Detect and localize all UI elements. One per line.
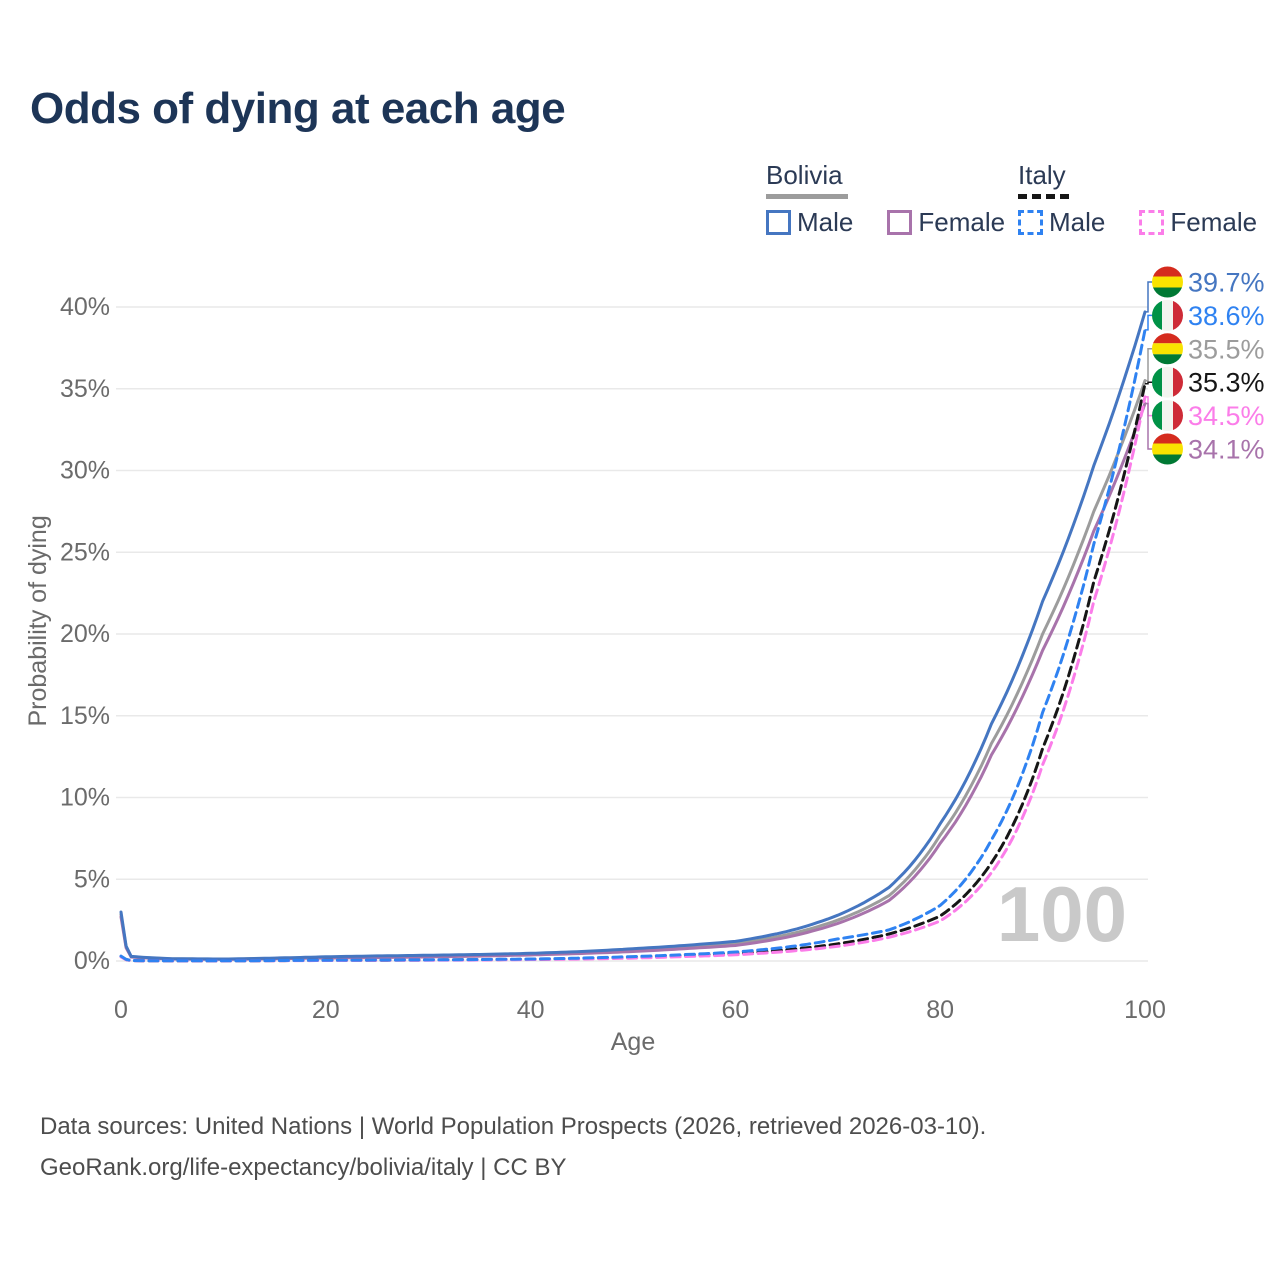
end-label-value: 34.1% <box>1188 435 1265 465</box>
italy-flag-icon <box>1152 299 1183 331</box>
x-tick-label: 20 <box>312 996 340 1024</box>
y-tick-label: 25% <box>60 538 110 566</box>
end-label-leader <box>1145 348 1152 382</box>
italy-flag-icon <box>1152 366 1183 398</box>
series-line-bolivia-female[interactable] <box>119 402 1147 961</box>
x-tick-label: 80 <box>926 996 954 1024</box>
bolivia-flag-icon <box>1152 266 1183 298</box>
x-axis-title: Age <box>611 1028 655 1056</box>
series-line-italy-male[interactable] <box>119 328 1147 963</box>
y-tick-label: 40% <box>60 293 110 321</box>
bolivia-flag-icon <box>1152 333 1183 365</box>
end-label-value: 35.5% <box>1188 334 1265 364</box>
legend-line-sample-bolivia <box>766 194 848 199</box>
legend-country-bolivia: Bolivia <box>766 160 843 190</box>
end-label-leader <box>1145 381 1152 385</box>
legend-swatch-bolivia-male[interactable] <box>766 210 791 235</box>
end-label-value: 34.5% <box>1188 401 1265 431</box>
y-axis-title: Probability of dying <box>24 515 52 726</box>
bolivia-flag-icon <box>1152 433 1183 465</box>
legend-swatch-bolivia-female[interactable] <box>887 210 913 235</box>
legend-label-italy-male[interactable]: Male <box>1049 207 1106 237</box>
x-tick-label: 0 <box>114 996 128 1024</box>
footer-attribution: GeoRank.org/life-expectancy/bolivia/ital… <box>40 1154 567 1181</box>
legend-label-italy-female[interactable]: Female <box>1170 207 1258 237</box>
end-label-value: 35.3% <box>1188 368 1265 398</box>
page-title: Odds of dying at each age <box>30 84 566 133</box>
legend-label-bolivia-female[interactable]: Female <box>918 207 1006 237</box>
y-tick-label: 35% <box>60 375 110 403</box>
footer: Data sources: United Nations | World Pop… <box>40 1106 986 1188</box>
footer-data-sources: Data sources: United Nations | World Pop… <box>40 1113 987 1140</box>
legend-swatch-italy-male[interactable] <box>1018 210 1043 235</box>
y-tick-label: 15% <box>60 702 110 730</box>
y-tick-label: 20% <box>60 620 110 648</box>
legend-label-bolivia-male[interactable]: Male <box>797 207 854 237</box>
end-label-leader <box>1145 281 1152 313</box>
legend-line-sample-italy <box>1018 194 1072 199</box>
hover-age-watermark: 100 <box>997 870 1127 958</box>
x-tick-label: 100 <box>1124 996 1166 1024</box>
italy-flag-icon <box>1152 400 1183 432</box>
legend-country-italy: Italy <box>1018 160 1066 190</box>
y-tick-label: 10% <box>60 784 110 812</box>
end-label-value: 38.6% <box>1188 301 1265 331</box>
series-line-bolivia-male[interactable] <box>119 310 1147 961</box>
x-tick-label: 60 <box>721 996 749 1024</box>
legend-group-bolivia: Bolivia Male Female <box>766 160 1005 238</box>
end-label-leader <box>1145 402 1152 450</box>
end-label-value: 39.7% <box>1188 268 1265 298</box>
mortality-line-chart[interactable]: 0% 5% 10% 15% 20% 25% 30% 35% 40% 0 20 40 60 80 100 Age… <box>0 0 1280 1090</box>
y-tick-label: 5% <box>74 865 110 893</box>
x-tick-label: 40 <box>517 996 545 1024</box>
y-tick-label: 0% <box>74 947 110 975</box>
series-line-italy-female[interactable] <box>119 395 1147 963</box>
legend-group-italy: Italy Male Female <box>1018 160 1257 238</box>
y-tick-label: 30% <box>60 457 110 485</box>
end-label-leader <box>1145 314 1152 331</box>
legend-swatch-italy-female[interactable] <box>1139 210 1165 235</box>
